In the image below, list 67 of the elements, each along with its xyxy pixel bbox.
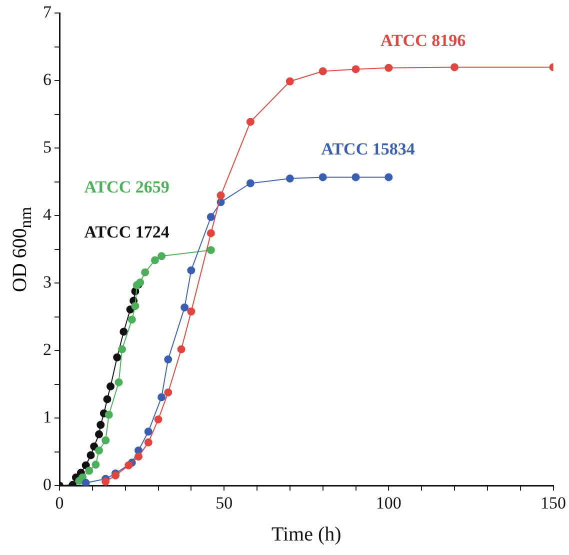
y-tick-label: 6 <box>43 70 52 90</box>
point <box>318 67 327 76</box>
point <box>86 451 95 460</box>
y-tick-label: 5 <box>43 138 52 157</box>
point <box>85 466 94 475</box>
point <box>141 268 150 276</box>
point <box>95 446 103 455</box>
point <box>206 213 215 222</box>
point <box>206 246 215 254</box>
point <box>113 353 122 362</box>
point <box>352 65 360 74</box>
point <box>180 303 189 312</box>
point <box>95 430 103 438</box>
point <box>144 438 152 446</box>
point <box>384 173 393 182</box>
point <box>187 307 196 316</box>
point <box>102 436 110 444</box>
point <box>131 302 140 310</box>
point <box>187 266 196 274</box>
point <box>158 393 166 402</box>
point <box>206 229 215 238</box>
point <box>450 63 458 72</box>
point <box>384 64 393 72</box>
point <box>246 118 254 126</box>
y-tick-label: 3 <box>43 272 52 292</box>
point <box>286 77 294 86</box>
point <box>216 191 225 200</box>
point <box>286 174 294 183</box>
point <box>154 415 162 424</box>
series-label: ATCC 8196 <box>380 30 466 50</box>
y-tick-label: 7 <box>43 2 52 22</box>
point <box>114 378 123 386</box>
point <box>124 461 133 470</box>
x-tick-label: 100 <box>376 493 402 512</box>
point <box>144 428 152 436</box>
point <box>246 179 254 188</box>
series-label: ATCC 15834 <box>321 140 416 159</box>
point <box>164 355 172 364</box>
y-tick-label: 0 <box>43 475 52 494</box>
point <box>318 173 327 182</box>
x-axis-title: Time (h) <box>271 523 342 546</box>
point <box>177 345 186 354</box>
x-tick-label: 50 <box>216 493 233 512</box>
point <box>90 442 98 450</box>
y-tick-label: 2 <box>43 340 52 360</box>
point <box>120 328 128 336</box>
point <box>128 316 136 324</box>
point <box>104 410 113 419</box>
x-tick-label: 150 <box>540 493 566 512</box>
x-tick-label: 0 <box>55 493 64 512</box>
point <box>158 252 166 260</box>
point <box>82 478 90 486</box>
point <box>352 173 360 182</box>
y-tick-label: 1 <box>43 408 52 427</box>
point <box>106 382 115 390</box>
point <box>96 420 105 429</box>
text: ATCC 1724 <box>84 222 170 242</box>
point <box>102 478 110 486</box>
y-tick-label: 4 <box>43 205 52 224</box>
point <box>134 452 142 461</box>
point <box>118 345 126 354</box>
text: ATCC 2659 <box>84 177 170 196</box>
point <box>136 278 144 286</box>
point <box>92 460 100 469</box>
point <box>150 256 159 264</box>
point <box>164 388 172 396</box>
point <box>103 395 112 404</box>
